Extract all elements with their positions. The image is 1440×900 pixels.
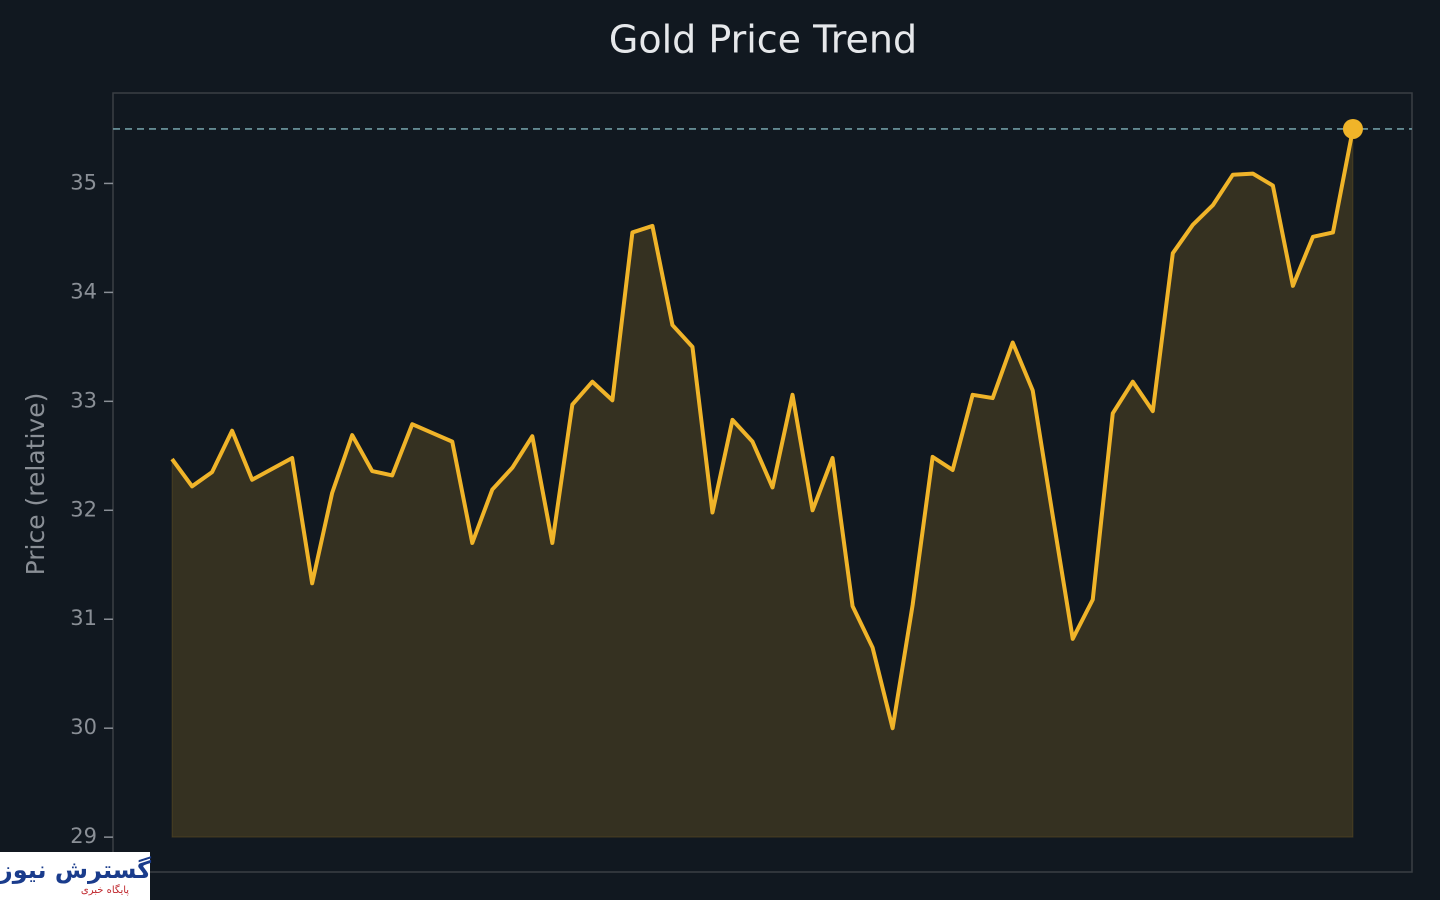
y-tick-label: 33 — [70, 388, 97, 412]
line — [170, 128, 1355, 731]
last-point — [1342, 118, 1363, 139]
chart-title: Gold Price Trend — [609, 18, 917, 62]
watermark-title: گسترش نیوز — [0, 856, 151, 884]
y-tick-label: 29 — [70, 824, 97, 848]
y-tick-label: 31 — [70, 606, 97, 630]
y-tick-label: 32 — [70, 497, 97, 521]
watermark: گسترش نیوز پایگاه خبری — [0, 852, 151, 900]
watermark-box — [0, 852, 150, 900]
y-axis-label: Price (relative) — [21, 393, 50, 576]
watermark-subtitle: پایگاه خبری — [81, 884, 129, 896]
y-tick-label: 34 — [70, 279, 97, 303]
plot-frame — [112, 92, 1413, 873]
y-tick-label: 35 — [70, 170, 97, 194]
y-tick-label: 30 — [70, 715, 97, 739]
